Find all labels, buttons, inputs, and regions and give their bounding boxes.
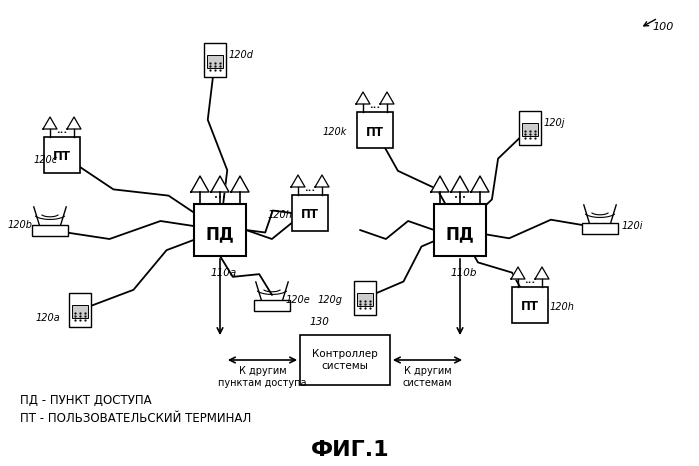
Text: К другим
системам: К другим системам — [403, 366, 452, 388]
Bar — [519, 111, 541, 145]
Polygon shape — [451, 176, 469, 192]
Polygon shape — [471, 176, 489, 192]
Text: ПТ: ПТ — [53, 151, 71, 164]
Text: 120h: 120h — [268, 210, 292, 220]
Bar — [204, 43, 226, 77]
Bar — [356, 293, 373, 306]
Polygon shape — [511, 267, 525, 279]
Text: •••: ••• — [57, 130, 68, 135]
Polygon shape — [43, 117, 57, 129]
Text: ПД - ПУНКТ ДОСТУПА: ПД - ПУНКТ ДОСТУПА — [20, 393, 152, 406]
Polygon shape — [535, 267, 549, 279]
Text: ПД: ПД — [446, 225, 475, 243]
Text: 120k: 120k — [323, 127, 347, 137]
Polygon shape — [380, 92, 394, 104]
Text: ФИГ.1: ФИГ.1 — [310, 440, 389, 460]
Text: 120j: 120j — [544, 118, 565, 128]
Bar — [32, 225, 68, 235]
Text: 120g: 120g — [317, 295, 343, 305]
Text: 130: 130 — [310, 317, 330, 327]
Text: ПТ: ПТ — [301, 208, 319, 221]
Text: •••: ••• — [214, 195, 226, 201]
Bar — [44, 137, 80, 173]
Text: ПД: ПД — [206, 225, 234, 243]
Text: 100: 100 — [652, 22, 673, 32]
Bar — [194, 204, 246, 256]
Polygon shape — [231, 176, 249, 192]
Bar — [354, 281, 376, 315]
Bar — [582, 222, 618, 233]
Bar — [72, 305, 88, 318]
Text: •••: ••• — [304, 188, 316, 193]
Text: Контроллер
системы: Контроллер системы — [312, 349, 378, 371]
Bar — [434, 204, 486, 256]
Text: ПТ - ПОЛЬЗОВАТЕЛЬСКИЙ ТЕРМИНАЛ: ПТ - ПОЛЬЗОВАТЕЛЬСКИЙ ТЕРМИНАЛ — [20, 411, 251, 425]
Polygon shape — [291, 175, 305, 187]
Bar — [207, 55, 223, 68]
Text: 120e: 120e — [286, 295, 311, 305]
Bar — [292, 195, 328, 231]
Polygon shape — [431, 176, 449, 192]
Polygon shape — [67, 117, 81, 129]
Text: ПТ: ПТ — [521, 301, 539, 314]
Text: 110b: 110b — [451, 268, 477, 278]
Polygon shape — [315, 175, 329, 187]
Bar — [512, 287, 548, 323]
Text: •••: ••• — [454, 195, 466, 201]
Text: 120i: 120i — [622, 221, 644, 231]
Bar — [357, 112, 393, 148]
Text: •••: ••• — [369, 105, 381, 110]
Polygon shape — [356, 92, 370, 104]
Polygon shape — [191, 176, 209, 192]
Text: 120d: 120d — [229, 50, 254, 60]
Bar — [254, 300, 290, 310]
Bar — [521, 123, 538, 136]
Text: ПТ: ПТ — [366, 125, 384, 138]
Polygon shape — [211, 176, 229, 192]
Text: 110a: 110a — [211, 268, 237, 278]
Bar — [69, 293, 91, 327]
Text: 120c: 120c — [34, 155, 58, 165]
Text: 120a: 120a — [36, 313, 60, 323]
Text: К другим
пунктам доступа: К другим пунктам доступа — [218, 366, 307, 388]
Text: 120h: 120h — [550, 302, 575, 312]
Text: 120b: 120b — [8, 220, 32, 230]
Bar — [300, 335, 390, 385]
Text: •••: ••• — [524, 280, 535, 285]
